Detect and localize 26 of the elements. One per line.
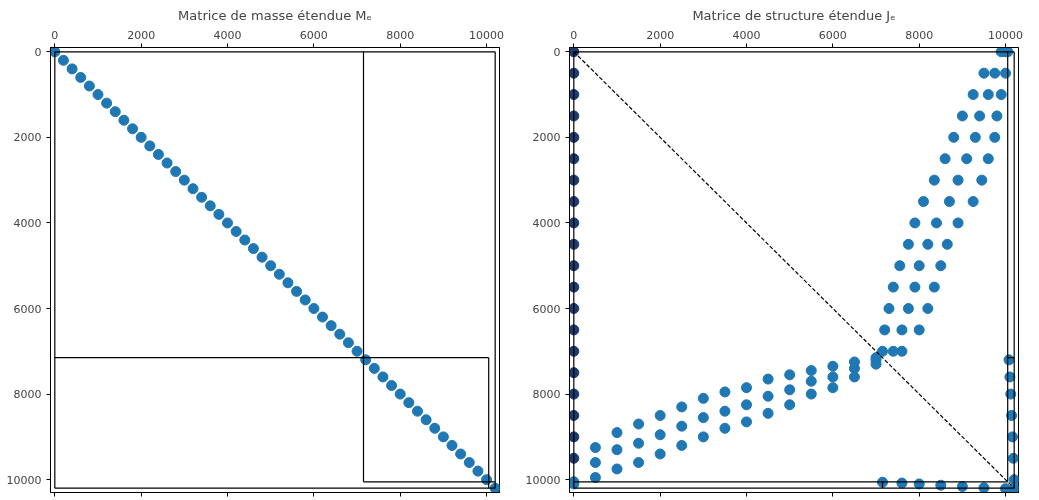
y-tick-label: 0 [553,45,561,59]
y-tick-label: 6000 [13,302,42,316]
y-tick-label: 4000 [532,216,561,230]
y-tick-label: 0 [34,45,42,59]
x-tick-label: 2000 [127,28,156,42]
x-tick-label: 6000 [818,28,847,42]
y-tick-label: 6000 [532,302,561,316]
x-tick-label: 4000 [213,28,242,42]
y-tick-label: 2000 [532,131,561,145]
y-tick-label: 2000 [13,131,42,145]
x-tick-label: 2000 [646,28,675,42]
y-tick-label: 10000 [6,473,42,487]
x-tick-label: 8000 [905,28,934,42]
x-tick-label: 10000 [469,28,505,42]
x-tick-label: 10000 [988,28,1024,42]
chart-title: Matrice de structure étendue Jₑ [692,7,896,23]
x-tick-label: 6000 [299,28,328,42]
y-tick-label: 8000 [532,388,561,402]
y-tick-label: 4000 [13,216,42,230]
y-tick-label: 8000 [13,388,42,402]
y-tick-label: 10000 [525,473,561,487]
chart-title: Matrice de masse étendue Mₑ [178,7,372,23]
x-tick-label: 0 [570,28,578,42]
x-tick-label: 8000 [386,28,415,42]
x-tick-label: 4000 [732,28,761,42]
x-tick-label: 0 [51,28,59,42]
